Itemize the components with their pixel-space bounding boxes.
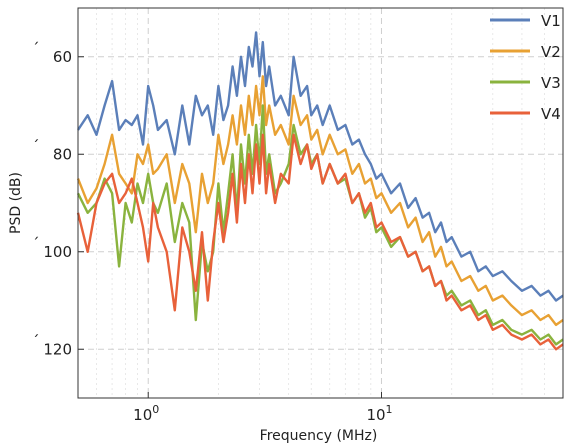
x-tick-exponent: 1 — [386, 403, 393, 416]
y-tick-label: 100 — [43, 243, 72, 261]
series-line-v2 — [76, 75, 564, 327]
series-line-v4 — [76, 133, 564, 351]
legend-label-v3: V3 — [541, 74, 561, 92]
legend: V1 V2 V3 V4 — [490, 12, 561, 123]
x-tick-base: 10 — [133, 406, 152, 424]
series-line-v3 — [76, 104, 564, 346]
y-tick-prefix: ´ — [32, 137, 40, 155]
legend-label-v4: V4 — [541, 105, 561, 123]
y-tick-label: 60 — [53, 48, 72, 66]
legend-label-v2: V2 — [541, 43, 561, 61]
axis-ticks: 60´80´100´120´100 101 — [32, 40, 393, 424]
x-tick-label: 100 — [133, 403, 159, 424]
plot-frame — [77, 7, 564, 399]
x-tick-exponent: 0 — [152, 403, 159, 416]
y-axis-label: PSD (dB) — [8, 172, 24, 234]
y-tick-label: 80 — [53, 145, 72, 163]
y-tick-prefix: ´ — [32, 40, 40, 58]
x-tick-label: 101 — [366, 403, 392, 424]
y-tick-prefix: ´ — [32, 235, 40, 253]
series-layer — [76, 31, 564, 351]
y-tick-prefix: ´ — [32, 332, 40, 350]
series-line-v1 — [77, 31, 564, 302]
x-tick-base: 10 — [366, 406, 385, 424]
legend-label-v1: V1 — [541, 12, 561, 30]
grid — [78, 8, 563, 398]
x-axis-label: Frequency (MHz) — [260, 428, 378, 444]
y-tick-label: 120 — [43, 340, 72, 358]
